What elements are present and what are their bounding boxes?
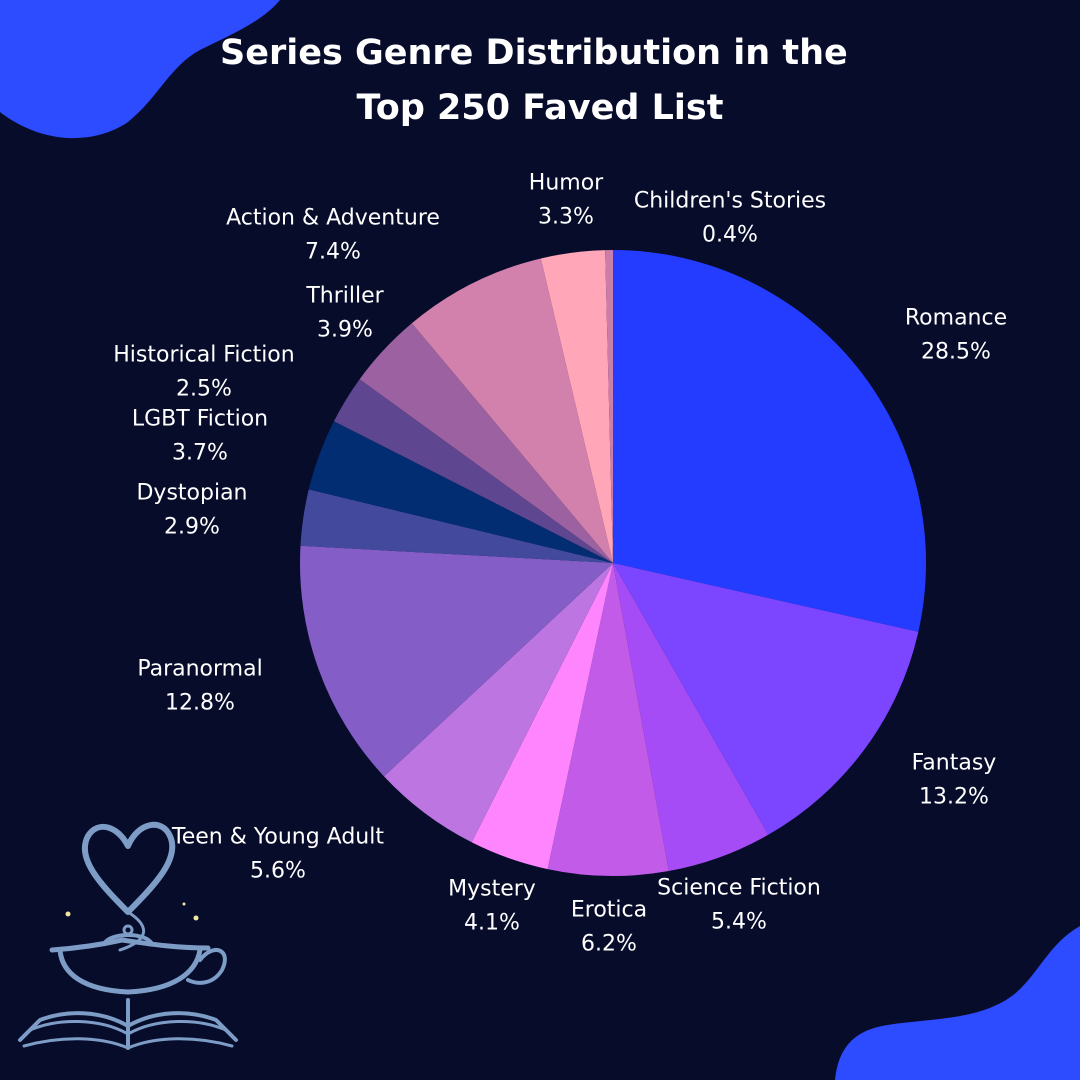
chart-title: Series Genre Distribution in the Top 250… — [220, 33, 860, 128]
pie-slice-science-fiction — [613, 563, 769, 871]
pie-slice-thriller — [359, 323, 613, 563]
pie-slice-humor — [540, 250, 613, 563]
sparkle — [182, 902, 186, 906]
pie-slices — [299, 250, 927, 877]
pie-slice-historical-fiction — [333, 379, 613, 563]
slice-label-children-s-stories: Children's Stories — [634, 189, 826, 214]
slice-label-erotica: Erotica — [571, 898, 647, 923]
slice-label-historical-fiction: Historical Fiction — [113, 343, 294, 368]
slice-label-mystery: Mystery — [448, 877, 536, 902]
slice-label-thriller: Thriller — [305, 284, 384, 309]
slice-value-romance: 28.5% — [921, 340, 991, 365]
chart-title-line-2: Top 250 Faved List — [357, 88, 724, 128]
teapot-heart-book-logo-icon — [18, 821, 238, 1050]
pie-slice-action-and-adventure — [411, 258, 613, 563]
slice-label-fantasy: Fantasy — [912, 751, 997, 776]
slice-label-lgbt-fiction: LGBT Fiction — [132, 407, 268, 432]
slice-value-paranormal: 12.8% — [165, 691, 235, 716]
slice-value-mystery: 4.1% — [464, 911, 520, 936]
slice-value-children-s-stories: 0.4% — [702, 223, 758, 248]
slice-value-thriller: 3.9% — [317, 318, 373, 343]
slice-value-dystopian: 2.9% — [164, 515, 220, 540]
slice-value-action-and-adventure: 7.4% — [305, 240, 361, 265]
slice-label-science-fiction: Science Fiction — [657, 876, 821, 901]
pie-slice-lgbt-fiction — [308, 421, 613, 563]
sparkle — [193, 915, 199, 921]
pie-slice-romance — [613, 250, 927, 632]
slice-value-science-fiction: 5.4% — [711, 910, 767, 935]
slice-value-historical-fiction: 2.5% — [176, 377, 232, 402]
chart-title-line-1: Series Genre Distribution in the — [220, 33, 848, 73]
pie-slice-children-s-stories — [605, 250, 613, 563]
pie-slice-teen-and-young-adult — [383, 563, 613, 843]
slice-value-lgbt-fiction: 3.7% — [172, 441, 228, 466]
pie-slice-erotica — [547, 563, 669, 877]
pie-slice-fantasy — [613, 563, 919, 835]
pie-slice-dystopian — [300, 489, 613, 563]
slice-value-fantasy: 13.2% — [919, 785, 989, 810]
pie-labels: Romance 28.5% Fantasy 13.2% Science Fiction 5… — [113, 171, 1007, 957]
sparkle — [65, 911, 71, 917]
slice-value-erotica: 6.2% — [581, 932, 637, 957]
slice-label-romance: Romance — [905, 306, 1007, 331]
pie-slice-paranormal — [299, 545, 613, 777]
slice-label-paranormal: Paranormal — [137, 657, 262, 682]
slice-label-dystopian: Dystopian — [136, 481, 247, 506]
bottom-right-blob — [835, 926, 1080, 1080]
slice-label-humor: Humor — [529, 171, 604, 196]
slice-value-humor: 3.3% — [538, 205, 594, 230]
slice-value-teen-and-young-adult: 5.6% — [250, 859, 306, 884]
slice-label-action-and-adventure: Action & Adventure — [226, 206, 440, 231]
pie-slice-mystery — [471, 563, 613, 870]
top-left-blob — [0, 0, 280, 139]
slice-label-teen-and-young-adult: Teen & Young Adult — [171, 825, 384, 850]
